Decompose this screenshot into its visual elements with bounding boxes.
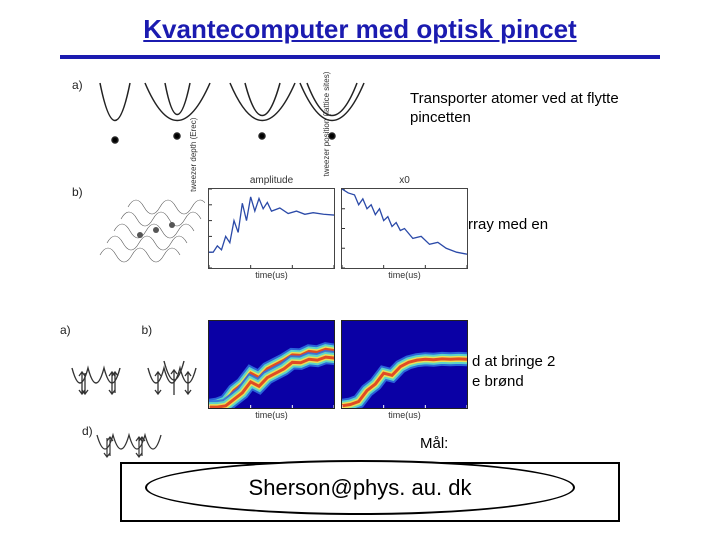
heatmap-right-xlabel: time(us): [341, 410, 468, 420]
title-rule: [60, 55, 660, 59]
heatmap-row: time(us) time(us): [208, 320, 468, 420]
heatmap-left: time(us): [208, 320, 335, 420]
panel-a-label: a): [72, 78, 83, 92]
caption-a: Transporter atomer ved at flytte pincett…: [410, 90, 670, 128]
panel-c-b: b): [146, 335, 206, 405]
caption-b-fragment: rray med en: [468, 215, 698, 235]
panel-c: a) b): [70, 335, 205, 405]
panel-c-a-label: a): [60, 323, 71, 337]
caption-c-line2: e brønd: [472, 373, 524, 390]
miniplot-row: amplitude tweezer depth (Erec) time(us) …: [208, 175, 468, 280]
caption-c-fragment: d at bringe 2 e brønd: [472, 352, 702, 393]
heatmap-right: time(us): [341, 320, 468, 420]
email-pill: Sherson@phys. au. dk: [145, 460, 575, 515]
miniplot-x0-title: x0: [341, 175, 468, 186]
miniplot-amplitude-ylabel: tweezer depth (Erec): [189, 117, 198, 191]
miniplot-x0: x0 tweezer position (lattice sites) time…: [341, 175, 468, 280]
caption-c-line1: d at bringe 2: [472, 353, 555, 370]
panel-d-label: d): [82, 424, 93, 438]
slide: Kvantecomputer med optisk pincet Transpo…: [0, 0, 720, 540]
caption-goal: Mål:: [420, 435, 448, 452]
miniplot-x0-xlabel: time(us): [341, 270, 468, 280]
panel-c-a: a): [70, 335, 130, 405]
miniplot-amplitude-title: amplitude: [208, 175, 335, 186]
panel-c-b-label: b): [142, 323, 153, 337]
miniplot-x0-ylabel: tweezer position (lattice sites): [322, 71, 331, 176]
panel-b-lattice: [95, 185, 205, 275]
panel-b-label: b): [72, 185, 83, 199]
email-text: Sherson@phys. au. dk: [249, 475, 472, 501]
heatmap-left-xlabel: time(us): [208, 410, 335, 420]
miniplot-amplitude: amplitude tweezer depth (Erec) time(us): [208, 175, 335, 280]
slide-title: Kvantecomputer med optisk pincet: [0, 14, 720, 45]
miniplot-amplitude-xlabel: time(us): [208, 270, 335, 280]
